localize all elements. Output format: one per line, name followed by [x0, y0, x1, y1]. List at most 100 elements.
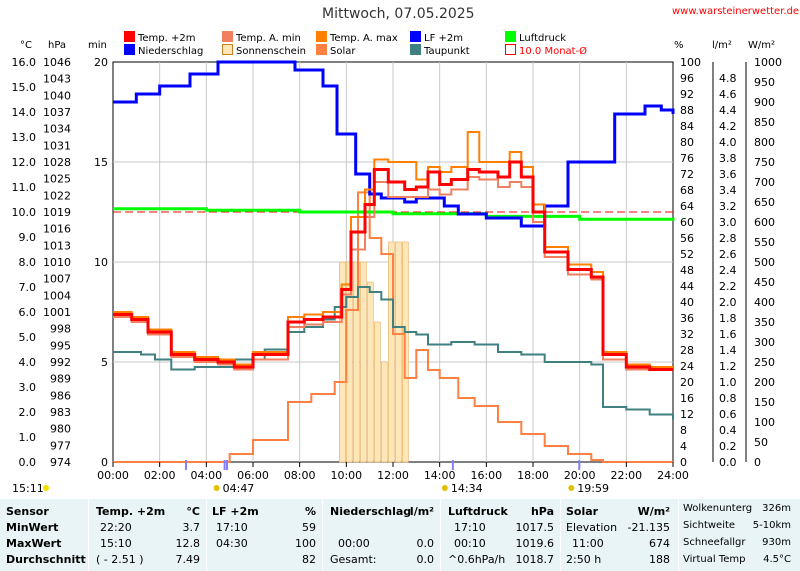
celsius-unit: °C: [20, 40, 32, 51]
pressure-tick-label: 1031: [43, 139, 71, 152]
legend-swatch: [124, 44, 135, 55]
temp-tick-label: 14.0: [12, 106, 37, 119]
time-label: 15:11: [12, 482, 44, 495]
minutes-tick-label: 20: [94, 56, 108, 69]
series-line-lf-2m: [113, 60, 675, 228]
rain-tick-label: 3.4: [719, 184, 737, 197]
stats-header-rain: Niederschlag: [330, 505, 412, 518]
pressure-tick-label: 1004: [43, 289, 71, 302]
pressure-tick-label: 1046: [43, 56, 71, 69]
sunrise-marker-sun-icon: [213, 485, 220, 491]
pressure-tick-label: 992: [50, 356, 71, 369]
humidity-tick-label: 56: [680, 232, 694, 245]
humidity-tick-label: 84: [680, 120, 694, 133]
legend-label: Temp. A. max: [330, 33, 398, 44]
temp-tick-label: 8.0: [19, 256, 37, 269]
solar-tick-label: 850: [754, 116, 775, 129]
rain-tick-label: 4.4: [719, 104, 737, 117]
solar-tick-label: 450: [754, 276, 775, 289]
column-divider: [88, 499, 89, 571]
x-tick-label: 18:00: [517, 469, 549, 482]
sunshine-bar: [353, 261, 360, 463]
rain-tick-label: 0.0: [719, 456, 737, 469]
legend-swatch: [316, 31, 327, 42]
extra-stat-label: Virtual Temp: [683, 554, 746, 565]
column-divider: [322, 499, 323, 571]
extra-stat-label: Schneefallgr: [683, 537, 746, 548]
rain-time: Gesamt:: [330, 553, 377, 566]
humidity-tick-label: 36: [680, 312, 694, 325]
legend-swatch: [316, 44, 327, 55]
temp-tick-label: 7.0: [19, 281, 37, 294]
solar-value: -21.135: [627, 521, 670, 534]
stats-panel: Sensor Temp. +2m °C LF +2m % Niederschla…: [0, 499, 800, 571]
solar-tick-label: 250: [754, 356, 775, 369]
temp-tick-label: 2.0: [19, 406, 37, 419]
pressure-time: 17:10: [454, 521, 486, 534]
pressure-tick-label: 1040: [43, 89, 71, 102]
legend-item: Temp. +2m: [124, 31, 196, 45]
extra-stat-value: 930m: [762, 537, 791, 548]
series-line-luftdruck: [113, 207, 675, 221]
lf-value: 100: [295, 537, 316, 550]
temp-value: 3.7: [182, 521, 201, 534]
temp-tick-label: 13.0: [12, 131, 37, 144]
rain-tick-label: 1.6: [719, 328, 737, 341]
rain-tick-label: 2.8: [719, 232, 737, 245]
solar-tick-label: 350: [754, 316, 775, 329]
rain-tick-label: 4.2: [719, 120, 737, 133]
stats-header-lf: LF +2m: [212, 505, 259, 518]
pressure-tick-label: 1034: [43, 123, 71, 136]
solar-time: 11:00: [572, 537, 604, 550]
solar-tick-label: 750: [754, 156, 775, 169]
pressure-time: 00:10: [454, 537, 486, 550]
humidity-tick-label: 52: [680, 248, 694, 261]
rain-tick-label: 2.2: [719, 280, 737, 293]
minutes-tick-label: 5: [101, 356, 108, 369]
stats-row-label: MinWert: [6, 521, 59, 534]
legend-swatch: [410, 44, 421, 55]
legend-item: Niederschlag: [124, 44, 203, 58]
extra-stat-row: Schneefallgr 930m: [683, 537, 797, 554]
legend-label: Taupunkt: [424, 46, 470, 57]
humidity-tick-label: 60: [680, 216, 694, 229]
site-link[interactable]: www.warsteinerwetter.de: [672, 6, 800, 17]
legend-label: Sonnenschein: [236, 46, 306, 57]
series-line-taupunkt: [113, 286, 674, 420]
solar-time: 2:50 h: [566, 553, 602, 566]
rain-tick-label: 2.4: [719, 264, 737, 277]
stats-header-lf-unit: %: [304, 505, 316, 518]
rain-tick-label: 3.8: [719, 152, 737, 165]
solar-tick-label: 0: [754, 456, 761, 469]
sun-icon: [43, 485, 49, 491]
humidity-tick-label: 76: [680, 152, 694, 165]
rain-tick-label: 0.6: [719, 408, 737, 421]
legend-label: LF +2m: [424, 33, 463, 44]
legend-label: Temp. A. min: [236, 33, 301, 44]
temp-tick-label: 3.0: [19, 381, 37, 394]
stats-row-min: MinWert 22:20 3.7 17:10 59 17:10 1017.5 …: [0, 519, 800, 537]
lf-value: 82: [302, 553, 316, 566]
extra-stat-label: Sichtweite: [683, 520, 736, 531]
solar-value: 188: [649, 553, 670, 566]
temp-tick-label: 15.0: [12, 81, 37, 94]
humidity-tick-label: 92: [680, 88, 694, 101]
pressure-tick-label: 980: [50, 423, 71, 436]
pressure-tick-label: 983: [50, 406, 71, 419]
series-line-temp-a-max: [113, 131, 673, 368]
weather-chart: 0.0 1.0 2.0 3.0 4.0 5.0 6.0 7.0 8.0 9.0 10.0 11.0 12…: [11, 56, 782, 495]
rain-tick-label: 1.8: [719, 312, 737, 325]
solar-tick-label: 300: [754, 336, 775, 349]
pressure-time: ^0.6hPa/h: [448, 553, 506, 566]
temp-time: 15:10: [100, 537, 132, 550]
lm2-unit: l/m²: [712, 40, 732, 51]
legend-item: Temp. A. max: [316, 31, 398, 45]
stats-header-solar-unit: W/m²: [637, 505, 670, 518]
extra-stat-row: Virtual Temp 4.5°C: [683, 554, 797, 571]
temp-tick-label: 5.0: [19, 331, 37, 344]
hpa-unit: hPa: [48, 40, 67, 51]
stats-header-temp: Temp. +2m: [96, 505, 166, 518]
solar-tick-label: 500: [754, 256, 775, 269]
solar-tick-label: 550: [754, 236, 775, 249]
legend-item: Sonnenschein: [222, 44, 306, 58]
